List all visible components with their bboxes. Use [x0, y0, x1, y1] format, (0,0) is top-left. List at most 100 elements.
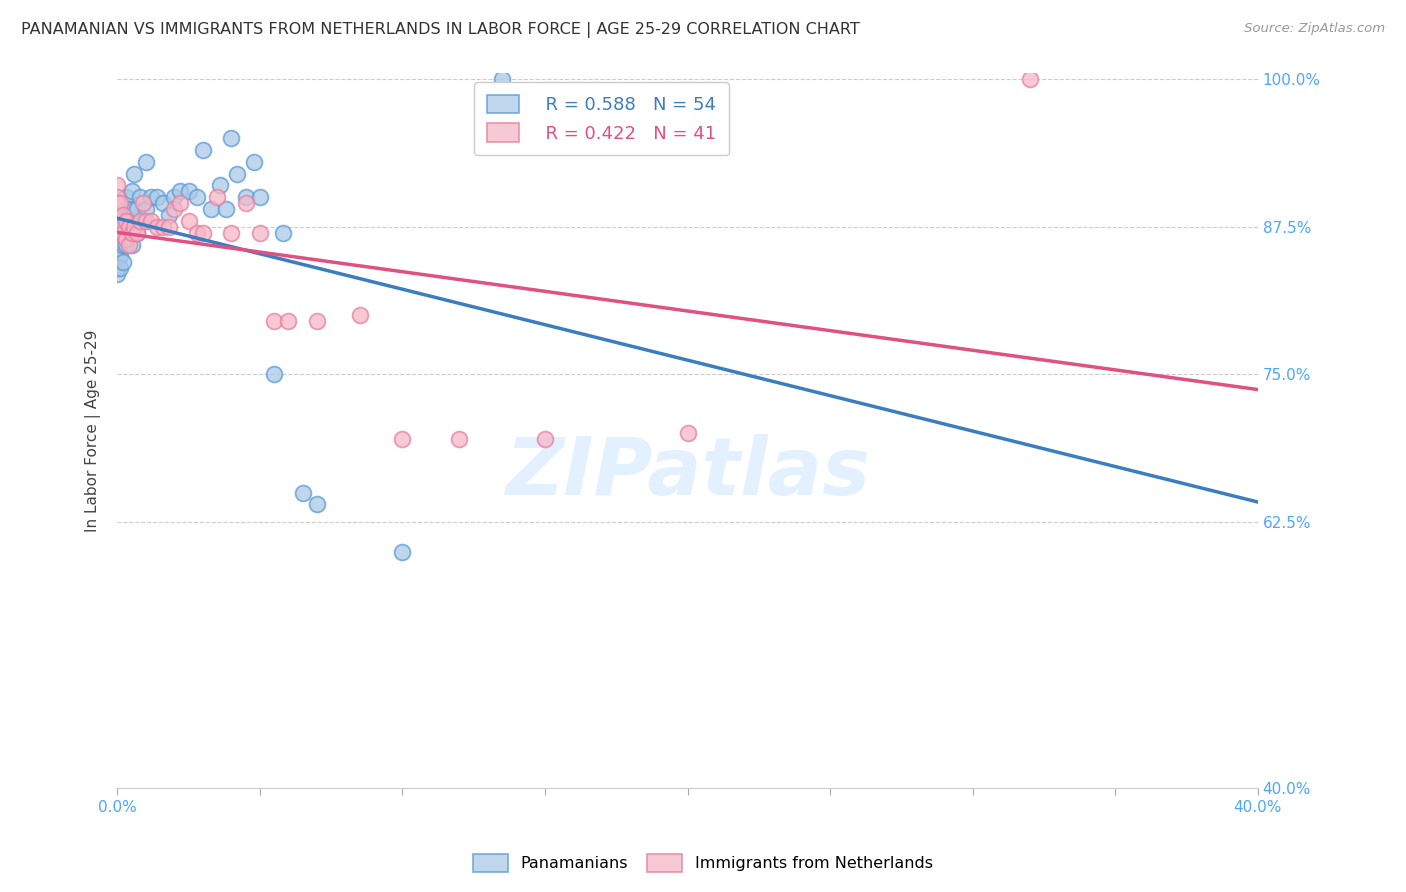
Point: [305, 314, 328, 328]
Point: [191, 143, 214, 157]
Point: [177, 185, 200, 199]
Point: [108, 261, 131, 276]
Point: [349, 309, 371, 323]
Point: [391, 544, 413, 558]
Point: [132, 214, 155, 228]
Point: [111, 226, 134, 240]
Point: [114, 214, 136, 228]
Point: [249, 190, 271, 204]
Point: [129, 190, 152, 204]
Point: [449, 433, 471, 447]
Point: [105, 261, 128, 276]
Point: [105, 190, 128, 204]
Point: [205, 190, 228, 204]
Point: [121, 214, 143, 228]
Point: [141, 214, 163, 228]
Point: [135, 202, 157, 216]
Point: [271, 226, 294, 240]
Point: [1018, 72, 1040, 87]
Point: [127, 226, 149, 240]
Point: [235, 196, 257, 211]
Point: [105, 244, 128, 258]
Point: [534, 433, 557, 447]
Point: [263, 314, 285, 328]
Point: [163, 190, 186, 204]
Legend: Panamanians, Immigrants from Netherlands: Panamanians, Immigrants from Netherlands: [465, 847, 941, 880]
Point: [121, 237, 143, 252]
Point: [200, 202, 222, 216]
Point: [208, 178, 231, 193]
Point: [291, 485, 314, 500]
Point: [129, 214, 152, 228]
Point: [135, 214, 157, 228]
Point: [277, 314, 299, 328]
Point: [243, 154, 266, 169]
Point: [391, 433, 413, 447]
Point: [124, 219, 146, 234]
Point: [118, 237, 141, 252]
Point: [235, 190, 257, 204]
Point: [114, 232, 136, 246]
Point: [108, 249, 131, 263]
Point: [118, 219, 141, 234]
Point: [305, 497, 328, 511]
Point: [105, 267, 128, 281]
Point: [108, 214, 131, 228]
Point: [114, 237, 136, 252]
Point: [191, 226, 214, 240]
Point: [105, 178, 128, 193]
Legend:   R = 0.588   N = 54,   R = 0.422   N = 41: R = 0.588 N = 54, R = 0.422 N = 41: [474, 82, 728, 155]
Point: [132, 196, 155, 211]
Point: [146, 190, 169, 204]
Point: [111, 237, 134, 252]
Y-axis label: In Labor Force | Age 25-29: In Labor Force | Age 25-29: [86, 329, 101, 532]
Point: [491, 72, 513, 87]
Point: [249, 226, 271, 240]
Point: [111, 208, 134, 222]
Point: [177, 214, 200, 228]
Point: [157, 219, 180, 234]
Point: [111, 255, 134, 269]
Text: Source: ZipAtlas.com: Source: ZipAtlas.com: [1244, 22, 1385, 36]
Point: [105, 226, 128, 240]
Point: [127, 226, 149, 240]
Point: [105, 196, 128, 211]
Point: [186, 190, 208, 204]
Point: [214, 202, 236, 216]
Point: [676, 426, 699, 441]
Point: [157, 208, 180, 222]
Point: [221, 226, 243, 240]
Point: [118, 226, 141, 240]
Point: [127, 202, 149, 216]
Point: [118, 202, 141, 216]
Text: PANAMANIAN VS IMMIGRANTS FROM NETHERLANDS IN LABOR FORCE | AGE 25-29 CORRELATION: PANAMANIAN VS IMMIGRANTS FROM NETHERLAND…: [21, 22, 860, 38]
Point: [186, 226, 208, 240]
Point: [105, 208, 128, 222]
Point: [146, 219, 169, 234]
Point: [105, 249, 128, 263]
Point: [108, 237, 131, 252]
Point: [152, 196, 174, 211]
Point: [105, 226, 128, 240]
Point: [124, 167, 146, 181]
Point: [124, 202, 146, 216]
Point: [111, 214, 134, 228]
Text: ZIPatlas: ZIPatlas: [505, 434, 870, 512]
Point: [114, 190, 136, 204]
Point: [121, 226, 143, 240]
Point: [163, 202, 186, 216]
Point: [263, 368, 285, 382]
Point: [221, 131, 243, 145]
Point: [108, 219, 131, 234]
Point: [169, 196, 191, 211]
Point: [121, 185, 143, 199]
Point: [169, 185, 191, 199]
Point: [152, 219, 174, 234]
Point: [135, 154, 157, 169]
Point: [111, 226, 134, 240]
Point: [108, 232, 131, 246]
Point: [141, 190, 163, 204]
Point: [226, 167, 249, 181]
Point: [114, 219, 136, 234]
Point: [108, 196, 131, 211]
